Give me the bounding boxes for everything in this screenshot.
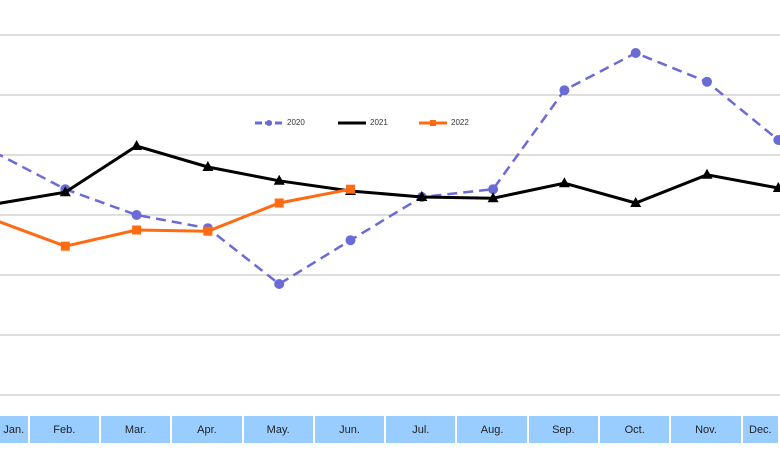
- data-point-2020: [559, 85, 570, 96]
- category-label: Jan.: [0, 416, 30, 443]
- data-point-2020: [630, 48, 641, 58]
- category-label: Nov.: [671, 416, 743, 443]
- data-point-2020: [131, 210, 142, 220]
- category-label: Sep.: [528, 416, 601, 443]
- data-point-2021: [487, 192, 499, 203]
- data-point-2021: [59, 186, 71, 197]
- data-point-2022: [203, 226, 213, 236]
- data-point-2020: [274, 279, 285, 289]
- data-point-2021: [701, 168, 713, 179]
- legend-label: 2021: [370, 118, 388, 127]
- data-point-2020: [702, 76, 712, 87]
- data-point-2022: [60, 241, 70, 251]
- data-point-2022: [274, 198, 284, 208]
- category-label: Feb.: [29, 416, 101, 443]
- category-label: Jun.: [314, 416, 387, 443]
- category-label: Jul.: [386, 416, 458, 443]
- data-point-2021: [772, 182, 780, 192]
- legend-swatch: [419, 119, 447, 126]
- category-label: Mar.: [100, 416, 173, 443]
- data-point-2020: [488, 184, 499, 195]
- category-label: Apr.: [172, 416, 244, 443]
- legend-item-2021: 2021: [337, 118, 388, 127]
- series-line-2022: [0, 187, 351, 248]
- legend-label: 2020: [287, 118, 305, 127]
- legend-label: 2022: [451, 118, 469, 127]
- category-label: Oct.: [600, 416, 672, 443]
- series-line-2020: [0, 51, 780, 286]
- category-label: May.: [243, 416, 315, 443]
- data-point-2021: [630, 197, 642, 207]
- legend-item-2020: 2020: [254, 118, 305, 127]
- series-line-2021: [0, 144, 779, 205]
- data-point-2020: [773, 135, 780, 145]
- data-point-2022: [132, 225, 142, 235]
- data-point-2020: [345, 235, 356, 246]
- legend-swatch: [255, 119, 283, 126]
- data-point-2021: [202, 161, 214, 171]
- data-point-2022: [346, 184, 355, 194]
- legend-item-2022: 2022: [418, 118, 469, 127]
- data-point-2021: [558, 177, 570, 188]
- data-point-2021: [131, 140, 143, 150]
- category-label: Dec.: [742, 416, 780, 443]
- data-point-2021: [273, 174, 285, 185]
- data-point-2021: [416, 191, 428, 201]
- category-label: Aug.: [457, 416, 529, 443]
- legend-swatch: [338, 121, 366, 124]
